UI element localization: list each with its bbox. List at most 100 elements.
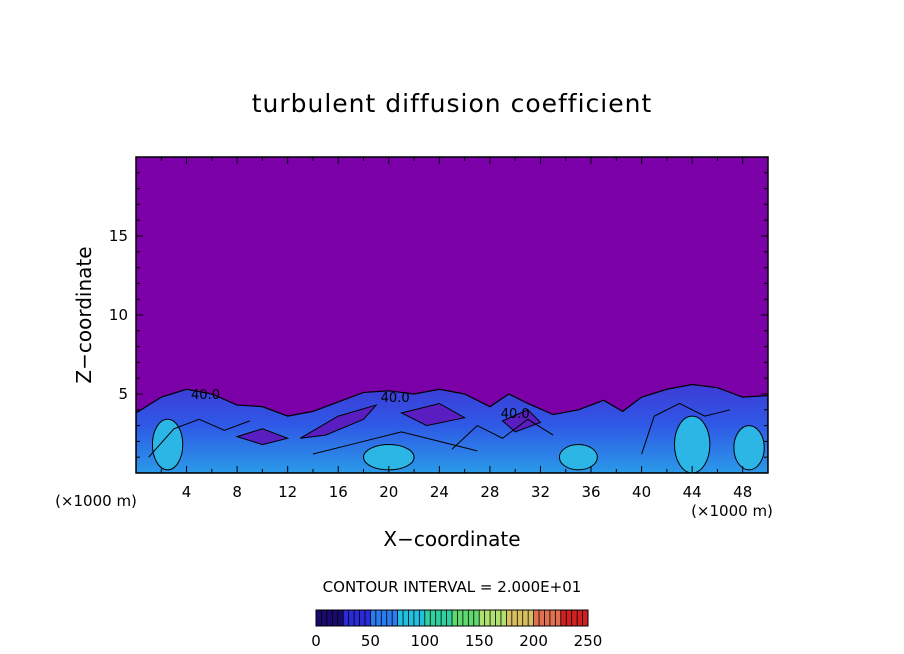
colorbar-cell bbox=[321, 610, 328, 626]
low-diffusion-region bbox=[300, 404, 378, 439]
x-tick-label: 12 bbox=[278, 483, 297, 501]
high-diffusion-cell bbox=[151, 418, 184, 471]
x-tick-label: 20 bbox=[379, 483, 398, 501]
colorbar-cell bbox=[544, 610, 551, 626]
y-axis-label: Z−coordinate bbox=[72, 246, 96, 383]
colorbar-cell bbox=[375, 610, 382, 626]
contour-line bbox=[312, 431, 478, 455]
high-diffusion-cell bbox=[558, 444, 598, 471]
colorbar-cell bbox=[462, 610, 469, 626]
contour-label: 40.0 bbox=[501, 407, 530, 422]
low-diffusion-region bbox=[235, 428, 290, 446]
colorbar-cell bbox=[424, 610, 431, 626]
colorbar-tick-label: 100 bbox=[410, 632, 439, 650]
colorbar-cell bbox=[479, 610, 485, 626]
colorbar-cell bbox=[446, 610, 453, 626]
colorbar-cell bbox=[452, 610, 458, 626]
low-diffusion-region bbox=[501, 409, 542, 433]
contour-labels: 40.0 40.0 40.0 bbox=[191, 388, 530, 422]
colorbar-cell bbox=[430, 610, 436, 626]
colorbar-cell bbox=[359, 610, 366, 626]
contour-line bbox=[641, 402, 731, 455]
colorbar-cell bbox=[490, 610, 496, 626]
colorbar-cell bbox=[582, 610, 589, 626]
x-tick-label: 44 bbox=[683, 483, 702, 501]
high-diffusion-cell bbox=[673, 415, 711, 473]
colorbar-frame bbox=[315, 609, 589, 627]
colorbar-cell bbox=[522, 610, 529, 626]
x-tick-label: 8 bbox=[232, 483, 242, 501]
x-tick-label: 28 bbox=[480, 483, 499, 501]
y-tick-label: 15 bbox=[109, 227, 128, 245]
colorbar-cell bbox=[533, 610, 540, 626]
colorbar-tick-label: 50 bbox=[361, 632, 380, 650]
y-tick-label: 5 bbox=[118, 385, 128, 403]
colorbar-tick-label: 150 bbox=[465, 632, 494, 650]
colorbar-cell bbox=[364, 610, 371, 626]
colorbar-cell bbox=[528, 610, 534, 626]
colorbar-cell bbox=[549, 610, 556, 626]
colorbar-cell bbox=[419, 610, 426, 626]
colorbar-cell bbox=[435, 610, 442, 626]
contour-label: 40.0 bbox=[191, 388, 220, 403]
colorbar-cell bbox=[468, 610, 475, 626]
colorbar-cell bbox=[500, 610, 507, 626]
colorbar bbox=[315, 609, 589, 627]
low-diffusion-region bbox=[400, 402, 467, 427]
colorbar-cell bbox=[392, 610, 398, 626]
colorbar-cell bbox=[332, 610, 339, 626]
colorbar-cell bbox=[577, 610, 583, 626]
colorbar-cell bbox=[473, 610, 480, 626]
x-tick-label: 36 bbox=[581, 483, 600, 501]
colorbar-cell bbox=[495, 610, 502, 626]
x-tick-label: 24 bbox=[430, 483, 449, 501]
contour-interval-text: CONTOUR INTERVAL = 2.000E+01 bbox=[323, 578, 582, 596]
x-tick-label: 16 bbox=[329, 483, 348, 501]
colorbar-cell bbox=[441, 610, 447, 626]
colorbar-cell bbox=[397, 610, 404, 626]
colorbar-cell bbox=[517, 610, 524, 626]
chart-title: turbulent diffusion coefficient bbox=[252, 89, 653, 118]
x-tick-label: 32 bbox=[531, 483, 550, 501]
x-unit-label-left: (×1000 m) bbox=[55, 492, 137, 510]
colorbar-cell bbox=[386, 610, 393, 626]
y-axis-ticks: 5 10 15 bbox=[109, 172, 768, 458]
colorbar-cell bbox=[511, 610, 518, 626]
colorbar-cell bbox=[413, 610, 420, 626]
colorbar-cell bbox=[337, 610, 344, 626]
colorbar-cell bbox=[408, 610, 415, 626]
layer-outline bbox=[136, 383, 768, 473]
colorbar-tick-label: 250 bbox=[574, 632, 603, 650]
colorbar-cell bbox=[326, 610, 333, 626]
contour-label: 40.0 bbox=[381, 391, 410, 406]
colorbar-cell bbox=[506, 610, 513, 626]
colorbar-cell bbox=[457, 610, 464, 626]
x-tick-label: 4 bbox=[182, 483, 192, 501]
high-diffusion-cell bbox=[733, 425, 765, 471]
colorbar-cell bbox=[354, 610, 360, 626]
x-unit-label-right: (×1000 m) bbox=[691, 502, 773, 520]
x-axis-ticks: 4 8 12 16 20 24 28 32 36 40 44 48 bbox=[160, 157, 752, 501]
colorbar-cell bbox=[560, 610, 567, 626]
colorbar-tick-label: 0 bbox=[311, 632, 321, 650]
contour-line bbox=[148, 418, 250, 458]
colorbar-cell bbox=[343, 610, 349, 626]
colorbar-cell bbox=[484, 610, 491, 626]
contour-line bbox=[451, 418, 554, 450]
colorbar-cell bbox=[370, 610, 377, 626]
colorbar-cell bbox=[555, 610, 562, 626]
colorbar-cell bbox=[381, 610, 388, 626]
colorbar-cell bbox=[348, 610, 355, 626]
colorbar-tick-label: 200 bbox=[519, 632, 548, 650]
x-tick-label: 48 bbox=[733, 483, 752, 501]
colorbar-cell bbox=[571, 610, 578, 626]
colorbar-cell bbox=[539, 610, 545, 626]
colorbar-cell bbox=[403, 610, 409, 626]
colorbar-cell bbox=[316, 610, 322, 626]
x-axis-label: X−coordinate bbox=[383, 527, 520, 551]
y-tick-label: 10 bbox=[109, 306, 128, 324]
turbulent-layer bbox=[136, 383, 768, 473]
x-tick-label: 40 bbox=[632, 483, 651, 501]
